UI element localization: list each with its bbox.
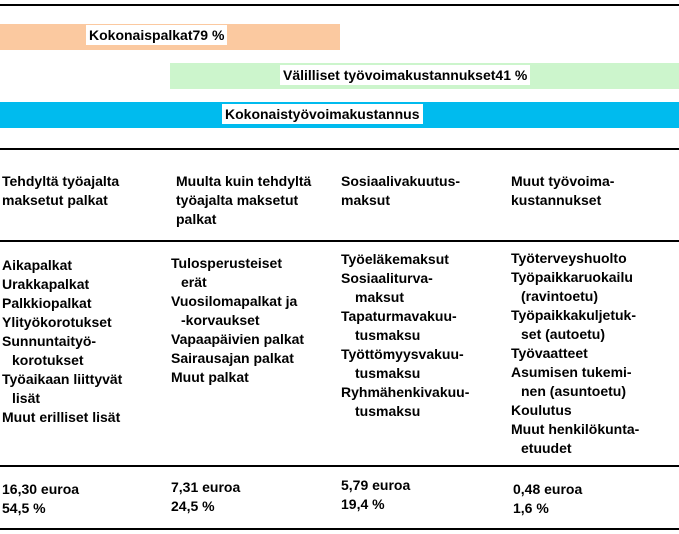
col2-header-line: työajalta maksetut	[176, 192, 299, 208]
list-item: Työaikaan liittyvät	[2, 371, 123, 387]
rule-below-headers	[0, 240, 679, 242]
col2-header: Muulta kuin tehdyltä työajalta maksetut …	[176, 172, 311, 229]
list-item: Sairausajan palkat	[171, 350, 294, 366]
col1-header-line: maksetut palkat	[2, 192, 108, 208]
bar-valilliset-text: Välilliset työvoimakustannukset	[283, 67, 496, 83]
bar-valilliset-percent: 41 %	[495, 67, 528, 83]
list-item: Sosiaaliturva-	[341, 270, 433, 286]
list-item: Muut erilliset lisät	[2, 409, 121, 425]
bar-kokonais-text: Kokonaistyövoimakustannus	[225, 106, 420, 122]
col4-header-line: Muut työvoima-	[511, 173, 615, 189]
list-item: maksut	[355, 289, 405, 305]
list-item: -korvaukset	[181, 312, 260, 328]
list-item: Vuosilomapalkat ja	[171, 293, 298, 309]
col4-header: Muut työvoima- kustannukset	[511, 172, 614, 210]
col4-items: Työterveyshuolto Työpaikkaruokailu (ravi…	[511, 249, 639, 458]
list-item: erät	[181, 274, 207, 290]
list-item: Työterveyshuolto	[511, 250, 627, 266]
bottom-rule	[0, 528, 679, 530]
list-item: tusmaksu	[355, 365, 421, 381]
amount: 16,30 euroa	[2, 481, 80, 497]
share: 54,5 %	[2, 500, 46, 516]
top-rule	[0, 4, 679, 6]
list-item: nen (asuntoetu)	[521, 383, 626, 399]
list-item: set (autoetu)	[521, 326, 605, 342]
col4-totals: 0,48 euroa 1,6 %	[513, 480, 582, 518]
bar-kokonaispalkat-label: Kokonaispalkat79 %	[86, 25, 228, 45]
col1-header-line: Tehdyltä työajalta	[2, 173, 120, 189]
bar-kokonaispalkat-percent: 79 %	[192, 27, 225, 43]
list-item: Ylityökorotukset	[2, 314, 112, 330]
col3-totals: 5,79 euroa 19,4 %	[341, 476, 410, 514]
list-item: Aikapalkat	[2, 257, 73, 273]
col2-header-line: Muulta kuin tehdyltä	[176, 173, 312, 189]
list-item: Työvaatteet	[511, 345, 588, 361]
rule-below-bars	[0, 148, 679, 150]
col1-items: Aikapalkat Urakkapalkat Palkkiopalkat Yl…	[2, 256, 122, 427]
share: 19,4 %	[341, 496, 385, 512]
col2-totals: 7,31 euroa 24,5 %	[171, 478, 240, 516]
col1-header: Tehdyltä työajalta maksetut palkat	[2, 172, 119, 210]
list-item: korotukset	[12, 352, 84, 368]
list-item: Työpaikkaruokailu	[511, 269, 633, 285]
list-item: Palkkiopalkat	[2, 295, 92, 311]
col2-header-line: palkat	[176, 211, 217, 227]
list-item: Urakkapalkat	[2, 276, 90, 292]
list-item: Vapaapäivien palkat	[171, 331, 305, 347]
list-item: etuudet	[521, 440, 572, 456]
list-item: Työttömyysvakuu-	[341, 346, 464, 362]
col1-totals: 16,30 euroa 54,5 %	[2, 480, 79, 518]
col3-items: Työeläkemaksut Sosiaaliturva- maksut Tap…	[341, 250, 469, 421]
list-item: Työeläkemaksut	[341, 251, 449, 267]
list-item: Sunnuntaityö-	[2, 333, 97, 349]
list-item: Muut palkat	[171, 369, 249, 385]
amount: 7,31 euroa	[171, 479, 241, 495]
amount: 0,48 euroa	[513, 481, 583, 497]
list-item: tusmaksu	[355, 327, 421, 343]
share: 24,5 %	[171, 498, 215, 514]
list-item: Työpaikkakuljetuk-	[511, 307, 637, 323]
bar-kokonais-label: Kokonaistyövoimakustannus	[222, 104, 423, 124]
list-item: Tulosperusteiset	[171, 255, 282, 271]
amount: 5,79 euroa	[341, 477, 411, 493]
list-item: (ravintoetu)	[521, 288, 598, 304]
col4-header-line: kustannukset	[511, 192, 602, 208]
list-item: Koulutus	[511, 402, 572, 418]
col3-header-line: maksut	[341, 192, 391, 208]
col2-items: Tulosperusteiset erät Vuosilomapalkat ja…	[171, 254, 304, 387]
list-item: lisät	[12, 390, 41, 406]
bar-kokonaispalkat-text: Kokonaispalkat	[89, 27, 193, 43]
list-item: Asumisen tukemi-	[511, 364, 632, 380]
bar-valilliset-label: Välilliset työvoimakustannukset41 %	[280, 65, 531, 85]
list-item: Tapaturmavakuu-	[341, 308, 457, 324]
list-item: Ryhmähenkivakuu-	[341, 384, 470, 400]
list-item: tusmaksu	[355, 403, 421, 419]
list-item: Muut henkilökunta-	[511, 421, 640, 437]
share: 1,6 %	[513, 500, 549, 516]
col3-header: Sosiaalivakuutus- maksut	[341, 172, 460, 210]
rule-below-items	[0, 465, 679, 467]
col3-header-line: Sosiaalivakuutus-	[341, 173, 461, 189]
